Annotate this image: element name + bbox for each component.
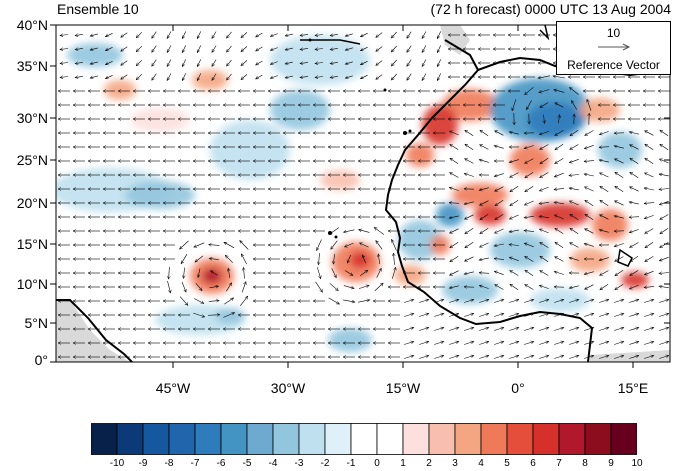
lat-label: 5°N (24, 315, 49, 331)
colorbar-tick-label: 4 (478, 458, 484, 469)
colorbar-swatch (220, 423, 248, 455)
lat-label: 40°N (16, 17, 48, 33)
lat-label: 0° (34, 352, 48, 368)
colorbar-swatch (532, 423, 560, 455)
colorbar-swatch (298, 423, 326, 455)
lon-label: 15°E (617, 380, 649, 396)
lat-label: 20°N (16, 195, 48, 211)
colorbar-swatch (116, 423, 144, 455)
azores-island (308, 38, 312, 42)
lon-label: 45°W (155, 380, 191, 396)
colorbar-tick-label: -10 (109, 458, 125, 469)
lat-label: 35°N (16, 58, 48, 74)
colorbar-swatch (454, 423, 482, 455)
coastline-iberia (300, 39, 361, 45)
colorbar-swatch (350, 423, 378, 455)
colorbar-swatch (402, 423, 430, 455)
colorbar-swatch (168, 423, 196, 455)
colorbar-tick-label: -8 (164, 458, 174, 469)
colorbar-swatch (428, 423, 456, 455)
colorbar (91, 423, 637, 455)
colorbar-tick-label: -6 (216, 458, 226, 469)
colorbar-tick-label: -4 (268, 458, 278, 469)
reference-arrow-icon (598, 43, 631, 51)
figure-title-left: Ensemble 10 (57, 1, 139, 17)
colorbar-swatch (246, 423, 274, 455)
coastline-south-america (56, 299, 133, 362)
colorbar-swatch (558, 423, 586, 455)
reference-vector-label: Reference Vector (567, 58, 660, 72)
cape-verde-island (328, 231, 332, 235)
colorbar-swatch (194, 423, 222, 455)
canary-island (408, 129, 412, 133)
colorbar-tick-label: 6 (530, 458, 536, 469)
colorbar-tick-label: 9 (608, 458, 614, 469)
coastline-italy (539, 25, 550, 41)
lat-label: 10°N (16, 276, 48, 292)
colorbar-swatch (142, 423, 170, 455)
colorbar-tick-label: 8 (582, 458, 588, 469)
lon-label: 15°W (385, 380, 421, 396)
colorbar-tick-label: -9 (138, 458, 148, 469)
colorbar-swatch (324, 423, 352, 455)
colorbar-tick-label: 1 (400, 458, 406, 469)
colorbar-tick-label: 7 (556, 458, 562, 469)
colorbar-tick-label: -2 (320, 458, 330, 469)
colorbar-tick-label: -1 (346, 458, 356, 469)
missing-data-se (590, 350, 670, 362)
islands (308, 38, 412, 239)
colorbar-swatch (584, 423, 612, 455)
cape-verde-island (334, 235, 338, 239)
reference-vector-magnitude: 10 (606, 26, 621, 40)
lat-label: 15°N (16, 236, 48, 252)
colorbar-swatch (506, 423, 534, 455)
lon-label: 0° (511, 380, 525, 396)
colorbar-swatch (376, 423, 404, 455)
lat-label: 25°N (16, 152, 48, 168)
coastline-west-africa (384, 69, 594, 362)
madeira-island (383, 88, 387, 92)
reference-vector-legend: 10 Reference Vector (556, 21, 671, 75)
colorbar-tick-label: 0 (374, 458, 380, 469)
colorbar-swatch (480, 423, 508, 455)
axis-ticks (50, 24, 670, 368)
colorbar-tick-label: -3 (294, 458, 304, 469)
colorbar-tick-label: 2 (426, 458, 432, 469)
colorbar-swatch (272, 423, 300, 455)
colorbar-tick-label: 5 (504, 458, 510, 469)
colorbar-tick-label: 3 (452, 458, 458, 469)
lon-label: 30°W (270, 380, 306, 396)
colorbar-swatch (91, 423, 118, 455)
colorbar-tick-label: -7 (190, 458, 200, 469)
figure-title-right: (72 h forecast) 0000 UTC 13 Aug 2004 (430, 1, 671, 17)
colorbar-tick-label: -5 (242, 458, 252, 469)
lat-label: 30°N (16, 110, 48, 126)
canary-island (403, 131, 407, 135)
map-frame (55, 24, 671, 363)
colorbar-tick-label: 10 (631, 458, 643, 469)
colorbar-swatch (610, 423, 637, 455)
lake-chad (617, 248, 633, 267)
